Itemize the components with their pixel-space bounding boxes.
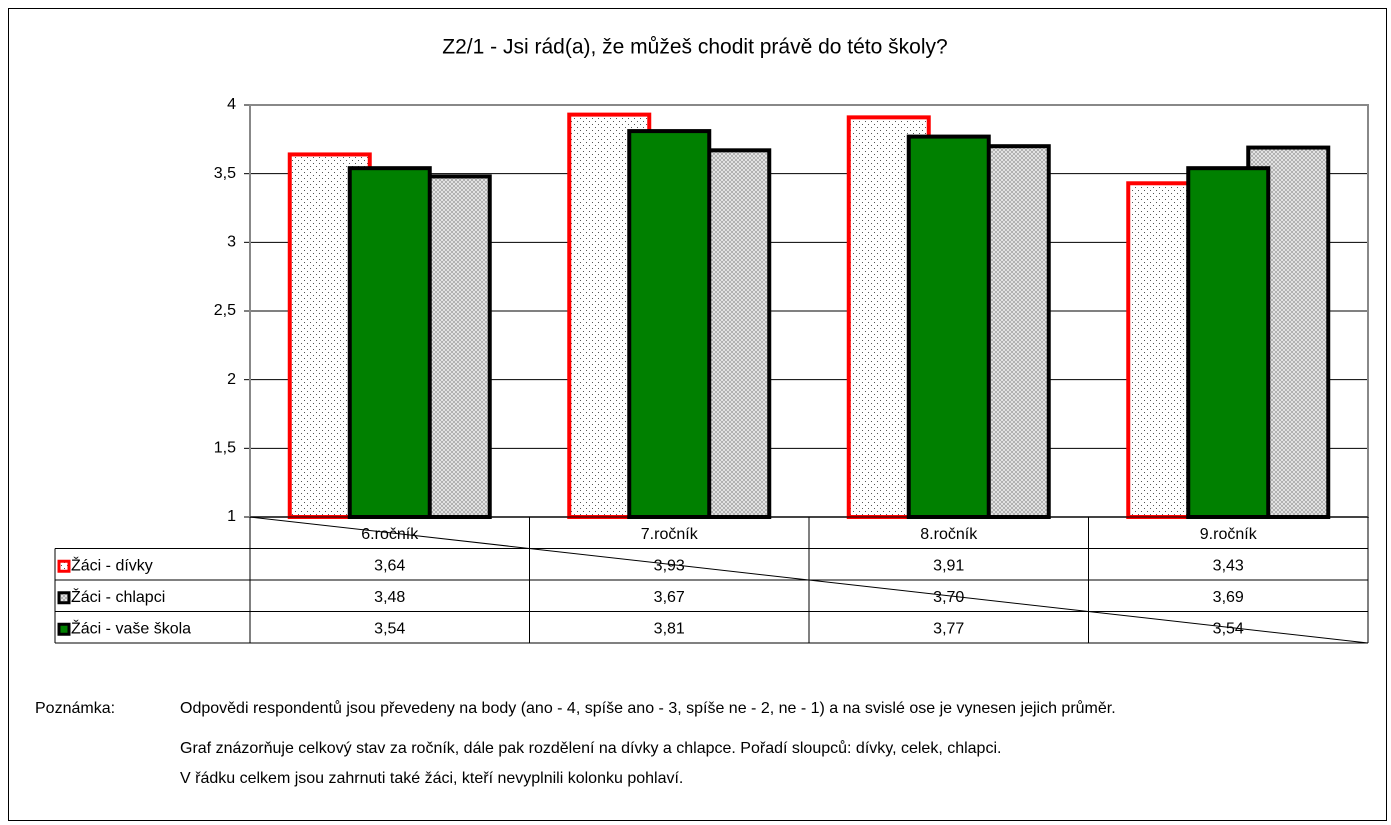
- y-tick-label: 3,5: [214, 165, 236, 182]
- x-tick-label: 9.ročník: [1200, 526, 1258, 543]
- data-label: 3,77: [933, 620, 964, 637]
- legend-label: Žáci - dívky: [71, 555, 153, 574]
- legend-key: [57, 622, 71, 636]
- data-label: 3,54: [374, 620, 405, 637]
- bar: [906, 134, 991, 519]
- y-tick-label: 2,5: [214, 302, 236, 319]
- note: V řádku celkem jsou zahrnuti také žáci, …: [180, 770, 684, 787]
- data-label: 3,48: [374, 589, 405, 606]
- legend-label: Žáci - chlapci: [71, 587, 165, 606]
- data-label: 3,93: [654, 557, 685, 574]
- data-label: 3,67: [654, 589, 685, 606]
- legend-key: [57, 559, 71, 573]
- legend-label: Žáci - vaše škola: [71, 618, 191, 637]
- bar: [1186, 166, 1271, 519]
- note-label: Poznámka:: [35, 700, 116, 717]
- y-tick-label: 3: [227, 234, 236, 251]
- data-label: 3,70: [933, 589, 964, 606]
- frame: [8, 8, 1387, 821]
- x-tick-label: 7.ročník: [641, 526, 699, 543]
- data-label: 3,69: [1213, 589, 1244, 606]
- y-tick-label: 1: [227, 508, 236, 525]
- note: Odpovědi respondentů jsou převedeny na b…: [180, 700, 1116, 717]
- note: Graf znázorňuje celkový stav za ročník, …: [180, 740, 1002, 757]
- data-label: 3,54: [1213, 620, 1244, 637]
- chart-title: Z2/1 - Jsi rád(a), že můžeš chodit právě…: [442, 36, 947, 59]
- data-label: 3,91: [933, 557, 964, 574]
- data-label: 3,81: [654, 620, 685, 637]
- x-tick-label: 6.ročník: [361, 526, 419, 543]
- chart: Z2/1 - Jsi rád(a), že můžeš chodit právě…: [54, 36, 1369, 644]
- data-label: 3,43: [1213, 557, 1244, 574]
- bar: [627, 129, 712, 520]
- legend-key: [57, 591, 71, 605]
- y-tick-label: 1,5: [214, 440, 236, 457]
- bar: [347, 166, 432, 519]
- y-tick-label: 4: [227, 96, 236, 113]
- x-tick-label: 8.ročník: [920, 526, 978, 543]
- y-tick-label: 2: [227, 371, 236, 388]
- data-label: 3,64: [374, 557, 405, 574]
